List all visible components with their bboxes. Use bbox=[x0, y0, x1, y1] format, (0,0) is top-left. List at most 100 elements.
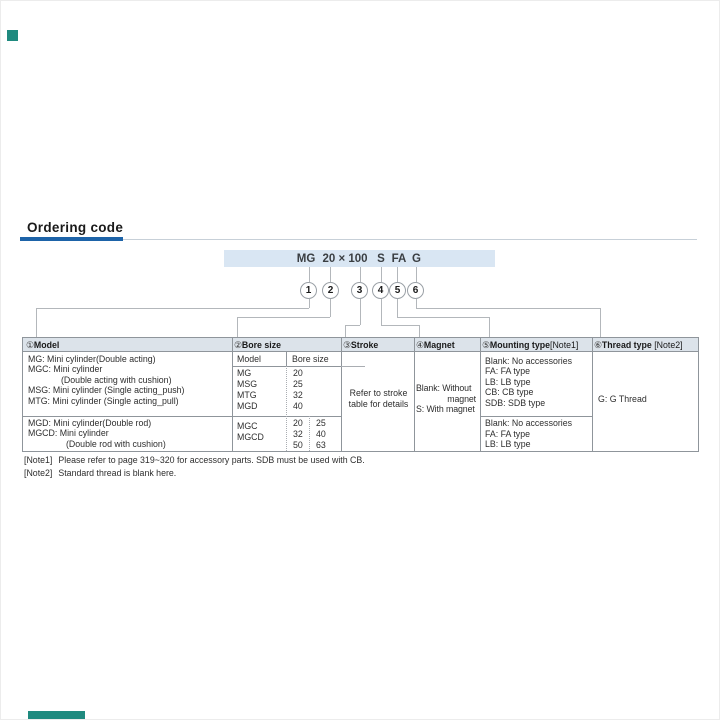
bore-models-row2: MGC MGCD bbox=[237, 421, 264, 443]
column-header-magnet: ④Magnet bbox=[416, 340, 455, 350]
connector-line bbox=[381, 299, 382, 325]
code-balloon-6: 6 bbox=[407, 282, 424, 299]
code-mounting: FA bbox=[391, 253, 407, 265]
connector-line bbox=[416, 299, 417, 308]
header-circled-number: ③ bbox=[343, 340, 351, 350]
mounting-option: LB: LB type bbox=[485, 376, 531, 387]
model-list-row1: MG: Mini cylinder(Double acting) MGC: Mi… bbox=[28, 354, 184, 406]
code-bore-stroke: 20 × 100 bbox=[322, 253, 368, 265]
bore-sizes-row1: 20 25 32 40 bbox=[293, 368, 303, 412]
footnote-text: Please refer to page 319~320 for accesso… bbox=[58, 455, 365, 465]
mounting-list-row1: Blank: No accessories FA: FA type LB: LB… bbox=[485, 356, 572, 408]
model-option: MGD: Mini cylinder(Double rod) bbox=[28, 418, 152, 428]
mounting-option: Blank: No accessories bbox=[485, 418, 573, 428]
code-balloon-3: 3 bbox=[351, 282, 368, 299]
connector-line bbox=[309, 267, 310, 282]
connector-line bbox=[397, 267, 398, 282]
footnote-text: Standard thread is blank here. bbox=[58, 468, 177, 478]
bore-subheader-model: Model bbox=[237, 354, 261, 364]
code-model: MG bbox=[296, 253, 316, 265]
connector-line bbox=[330, 267, 331, 282]
page-tab-mark-top bbox=[7, 30, 18, 41]
bore-size-value: 32 bbox=[293, 428, 303, 439]
connector-line bbox=[36, 308, 37, 337]
code-balloon-2: 2 bbox=[322, 282, 339, 299]
model-option: MG: Mini cylinder(Double acting) bbox=[28, 354, 156, 364]
column-header-bore-size: ②Bore size bbox=[234, 340, 282, 350]
connector-line bbox=[345, 325, 360, 326]
code-balloon-1: 1 bbox=[300, 282, 317, 299]
code-thread: G bbox=[412, 253, 421, 265]
connector-line bbox=[416, 308, 600, 309]
row-divider bbox=[480, 416, 592, 417]
model-option: MSG: Mini cylinder (Single acting_push) bbox=[28, 385, 185, 396]
bore-size-value: 32 bbox=[293, 389, 303, 400]
model-list-row2: MGD: Mini cylinder(Double rod) MGCD: Min… bbox=[28, 418, 166, 449]
model-option: MGCD: Mini cylinder bbox=[28, 428, 109, 439]
bore-size-pair: 50 63 bbox=[293, 440, 326, 451]
code-balloon-5: 5 bbox=[389, 282, 406, 299]
title-rule-line bbox=[123, 239, 697, 240]
bore-size-pair: 32 40 bbox=[293, 429, 326, 440]
column-divider bbox=[232, 338, 233, 451]
mounting-option: FA: FA type bbox=[485, 366, 530, 377]
bore-pair-dotted-divider bbox=[309, 416, 310, 451]
column-divider bbox=[341, 338, 342, 451]
thread-type-cell: G: G Thread bbox=[598, 394, 647, 404]
model-option-continuation: (Double rod with cushion) bbox=[66, 438, 166, 449]
connector-line bbox=[397, 299, 398, 317]
header-circled-number: ⑥ bbox=[594, 340, 602, 350]
code-balloon-4: 4 bbox=[372, 282, 389, 299]
header-note-ref: [Note2] bbox=[654, 340, 683, 350]
bore-size-value: 40 bbox=[316, 428, 326, 439]
bore-subheader-bore-size: Bore size bbox=[292, 354, 329, 364]
page-tab-mark-bottom bbox=[28, 711, 85, 719]
bore-size-value: 25 bbox=[293, 378, 303, 389]
bore-model: MTG bbox=[237, 389, 257, 400]
connector-line bbox=[360, 299, 361, 325]
bore-size-value: 20 bbox=[293, 368, 303, 378]
magnet-option: S: With magnet bbox=[416, 404, 475, 414]
section-title: Ordering code bbox=[27, 220, 124, 235]
header-note-ref: [Note1] bbox=[550, 340, 579, 350]
bore-model: MG bbox=[237, 368, 252, 378]
connector-line bbox=[309, 299, 310, 308]
bore-size-value: 25 bbox=[316, 418, 326, 428]
bore-size-value: 40 bbox=[293, 400, 303, 411]
column-header-model: ①Model bbox=[26, 340, 60, 350]
connector-line bbox=[381, 267, 382, 282]
bore-sizes-row2: 20 25 32 40 50 63 bbox=[293, 418, 326, 451]
bore-models-row1: MG MSG MTG MGD bbox=[237, 368, 258, 412]
bore-subcolumn-dotted-divider bbox=[286, 366, 287, 451]
table-header-row bbox=[23, 338, 698, 352]
row-divider bbox=[23, 416, 232, 417]
magnet-option: Blank: Without bbox=[416, 383, 472, 393]
mounting-option: SDB: SDB type bbox=[485, 397, 546, 408]
connector-line bbox=[36, 308, 309, 309]
column-divider bbox=[414, 338, 415, 451]
header-circled-number: ② bbox=[234, 340, 242, 350]
stroke-text-line: Refer to stroke bbox=[349, 388, 408, 398]
mounting-option: Blank: No accessories bbox=[485, 356, 573, 366]
column-header-thread-type: ⑥Thread type [Note2] bbox=[594, 340, 683, 350]
connector-line bbox=[397, 317, 489, 318]
header-circled-number: ⑤ bbox=[482, 340, 490, 350]
mounting-option: LB: LB type bbox=[485, 439, 531, 450]
ordering-code-table: ①Model ②Bore size ③Stroke ④Magnet ⑤Mount… bbox=[22, 337, 699, 452]
code-magnet: S bbox=[377, 253, 385, 265]
column-header-mounting-type: ⑤Mounting type[Note1] bbox=[482, 340, 579, 350]
connector-line bbox=[600, 308, 601, 337]
model-option-continuation: (Double acting with cushion) bbox=[61, 374, 172, 385]
mounting-option: FA: FA type bbox=[485, 428, 530, 439]
title-accent-bar bbox=[20, 237, 123, 241]
bore-model: MGD bbox=[237, 400, 258, 411]
footnote-label: [Note2] bbox=[24, 468, 53, 478]
ordering-code-box bbox=[224, 250, 495, 267]
column-divider bbox=[480, 338, 481, 451]
connector-line bbox=[237, 317, 238, 337]
bore-subcolumn-divider bbox=[286, 352, 287, 366]
header-circled-number: ① bbox=[26, 340, 34, 350]
footnote-1: [Note1] Please refer to page 319~320 for … bbox=[24, 455, 365, 465]
connector-line bbox=[381, 325, 419, 326]
connector-line bbox=[330, 299, 331, 317]
